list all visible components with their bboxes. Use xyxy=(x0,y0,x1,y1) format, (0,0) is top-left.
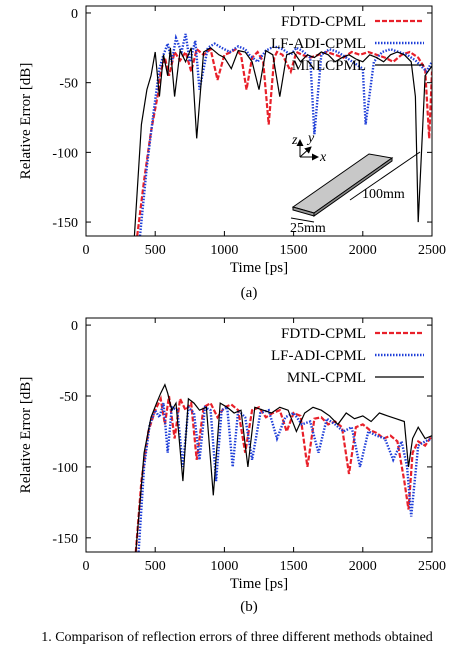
x-tick-label: 2500 xyxy=(418,243,446,258)
x-tick-label: 500 xyxy=(145,559,166,574)
series-line-lf-adi-cpml xyxy=(138,33,432,236)
x-tick-label: 0 xyxy=(83,243,90,258)
y-tick-label: -100 xyxy=(52,461,78,476)
series-line-lf-adi-cpml xyxy=(137,402,432,552)
series-line-mnl-cpml xyxy=(135,383,432,552)
x-tick-label: 2000 xyxy=(349,559,377,574)
inset-x-label: x xyxy=(319,150,327,165)
plate-top xyxy=(291,153,394,214)
series-line-fdtd-cpml xyxy=(136,47,432,236)
inset-z-label: z xyxy=(291,133,298,148)
legend-label: MNLCPML xyxy=(292,58,366,74)
y-tick-label: -150 xyxy=(52,532,78,547)
plot-frame xyxy=(85,317,433,553)
inset-length-label: 100mm xyxy=(362,187,405,202)
legend-label: LF-ADI-CPML xyxy=(271,348,366,364)
inset-geometry: z y x 100mm 25mm xyxy=(290,131,421,236)
width-arrow xyxy=(290,217,315,223)
inset-y-label: y xyxy=(306,131,315,146)
x-tick-label: 1000 xyxy=(210,559,238,574)
legend-label: FDTD-CPML xyxy=(281,14,366,30)
y-axis-arrow xyxy=(299,146,312,158)
inset-width-label: 25mm xyxy=(290,221,326,236)
x-tick-label: 2500 xyxy=(418,559,446,574)
x-axis-label: Time [ps] xyxy=(230,576,288,592)
y-tick-label: -100 xyxy=(52,146,78,161)
x-tick-label: 1500 xyxy=(280,243,308,258)
x-tick-label: 1500 xyxy=(280,559,308,574)
y-tick-label: -50 xyxy=(59,390,78,405)
y-tick-label: -150 xyxy=(52,216,78,231)
series-line-mnlcpml xyxy=(133,47,432,236)
y-axis-label: Relative Error [dB] xyxy=(18,63,34,180)
panel-label: (a) xyxy=(241,285,258,301)
chart-panel-a: 0 500 1000 1500 2000 2500 0 -50 -100 -150 Time [ps… xyxy=(18,5,446,301)
chart-panel-b: 0 500 1000 1500 2000 2500 0 -50 -100 -150 Time [ps… xyxy=(18,317,446,615)
legend-label: FDTD-CPML xyxy=(281,326,366,342)
legend-label: LF-ADI-CPML xyxy=(271,36,366,52)
plate-side xyxy=(292,206,315,217)
x-tick-label: 1000 xyxy=(210,243,238,258)
y-tick-label: 0 xyxy=(71,319,78,334)
y-tick-label: -50 xyxy=(59,77,78,92)
y-tick-label: 0 xyxy=(71,7,78,22)
figure-caption: 1. Comparison of reflection errors of th… xyxy=(41,630,433,645)
length-arrow xyxy=(349,151,421,201)
y-axis-label: Relative Error [dB] xyxy=(18,377,34,494)
x-tick-label: 500 xyxy=(145,243,166,258)
x-tick-label: 0 xyxy=(83,559,90,574)
x-tick-label: 2000 xyxy=(349,243,377,258)
panel-label: (b) xyxy=(240,599,258,615)
plot-frame xyxy=(85,5,433,237)
legend-label: MNL-CPML xyxy=(287,370,366,386)
x-axis-label: Time [ps] xyxy=(230,260,288,276)
series-line-fdtd-cpml xyxy=(134,395,432,552)
